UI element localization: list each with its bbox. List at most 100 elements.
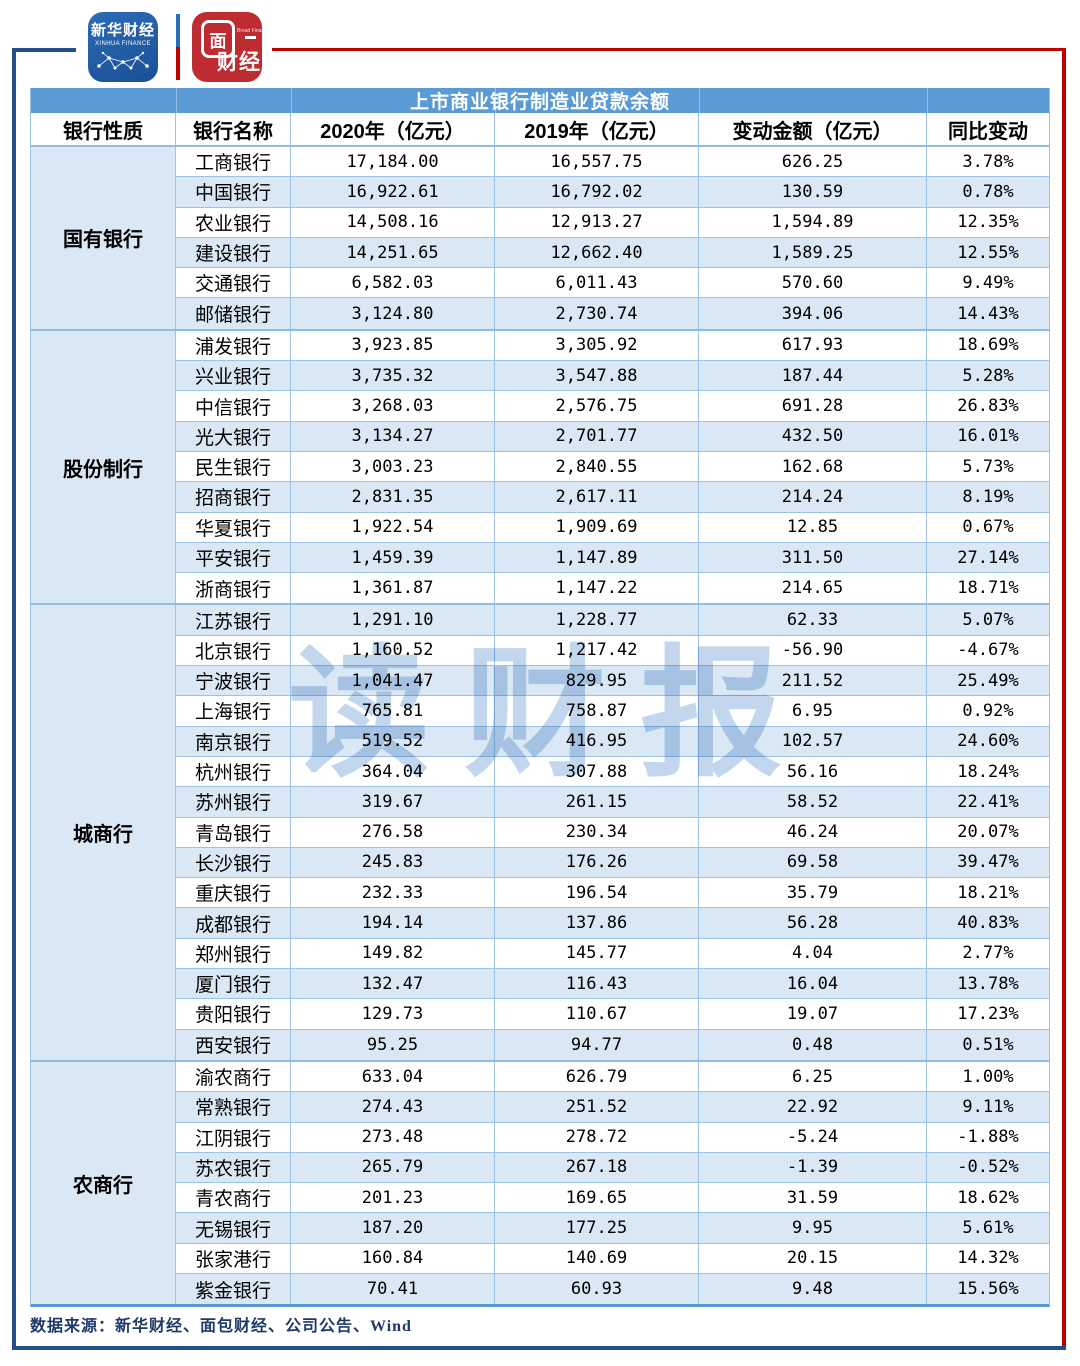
yoy-change-cell: 25.49%	[957, 670, 1019, 691]
bank-row: 浦发银行 3,923.85 3,305.92 617.93 18.69%	[176, 330, 1049, 362]
value-2019-cell: 2,701.77	[495, 421, 699, 451]
change-amount-cell: 0.48	[699, 1029, 927, 1060]
value-2019-cell: 16,792.02	[495, 177, 699, 207]
bank-category-cell: 城商行	[31, 605, 176, 1060]
table-title: 上市商业银行制造业贷款余额	[409, 92, 670, 113]
bank-row: 厦门银行 132.47 116.43 16.04 13.78%	[176, 969, 1049, 1000]
bank-row: 江苏银行 1,291.10 1,228.77 62.33 5.07%	[176, 605, 1049, 636]
change-amount-cell: 1,589.25	[699, 237, 927, 268]
xinhua-finance-wordmark: 新华财经	[90, 22, 155, 39]
xinhua-finance-logo: 新华财经 XINHUA FINANCE	[88, 12, 158, 82]
bank-name-cell: 苏农银行	[176, 1152, 291, 1183]
value-2019-cell: 1,217.42	[495, 635, 699, 666]
frame-top-right-line	[272, 48, 1066, 51]
value-2020-cell: 160.84	[291, 1243, 495, 1273]
yoy-change-cell: 3.78%	[962, 151, 1014, 172]
change-amount-cell: 162.68	[699, 451, 927, 482]
bank-row: 光大银行 3,134.27 2,701.77 432.50 16.01%	[176, 421, 1049, 452]
value-2020-cell: 1,160.52	[291, 635, 495, 666]
value-2020-cell: 319.67	[291, 787, 495, 817]
value-2019-cell: 177.25	[495, 1213, 699, 1243]
yoy-change-cell: 5.07%	[962, 610, 1014, 631]
change-amount-cell: -56.90	[699, 635, 927, 666]
value-2019-cell: 829.95	[495, 666, 699, 696]
bank-name-cell: 常熟银行	[176, 1092, 291, 1122]
table-title-bar: 上市商业银行制造业贷款余额	[31, 88, 1049, 113]
bank-row: 招商银行 2,831.35 2,617.11 214.24 8.19%	[176, 482, 1049, 513]
value-2019-cell: 12,662.40	[495, 237, 699, 268]
bank-row: 贵阳银行 129.73 110.67 19.07 17.23%	[176, 999, 1049, 1030]
value-2019-cell: 1,909.69	[495, 512, 699, 542]
bank-row: 常熟银行 274.43 251.52 22.92 9.11%	[176, 1092, 1049, 1123]
change-amount-cell: 432.50	[699, 421, 927, 451]
bank-category-cell: 国有银行	[31, 147, 176, 329]
value-2019-cell: 110.67	[495, 999, 699, 1029]
value-2019-cell: 230.34	[495, 817, 699, 847]
bank-row: 南京银行 519.52 416.95 102.57 24.60%	[176, 726, 1049, 757]
yoy-change-cell: 0.51%	[962, 1034, 1014, 1055]
value-2020-cell: 3,003.23	[291, 451, 495, 482]
change-amount-cell: 6.95	[699, 696, 927, 726]
frame-bottom-line	[12, 1346, 1066, 1350]
bank-row: 长沙银行 245.83 176.26 69.58 39.47%	[176, 847, 1049, 879]
bank-name-cell: 民生银行	[176, 451, 291, 482]
data-source-note: 数据来源：新华财经、面包财经、公司公告、Wind	[30, 1318, 412, 1335]
value-2020-cell: 16,922.61	[291, 177, 495, 207]
yoy-change-cell: 2.77%	[962, 943, 1014, 964]
value-2020-cell: 274.43	[291, 1092, 495, 1122]
yoy-change-cell: 18.62%	[957, 1187, 1019, 1208]
bank-name-cell: 西安银行	[176, 1029, 291, 1060]
value-2020-cell: 245.83	[291, 847, 495, 878]
bank-group: 城商行 江苏银行 1,291.10 1,228.77 62.33 5.07% 北京银行 1,1…	[31, 605, 1049, 1062]
value-2019-cell: 2,730.74	[495, 298, 699, 329]
yoy-change-cell: -4.67%	[957, 640, 1019, 661]
value-2019-cell: 1,147.89	[495, 542, 699, 573]
value-2020-cell: 273.48	[291, 1122, 495, 1152]
value-2019-cell: 137.86	[495, 908, 699, 938]
bank-name-cell: 兴业银行	[176, 361, 291, 391]
bank-row: 江阴银行 273.48 278.72 -5.24 -1.88%	[176, 1122, 1049, 1153]
change-amount-cell: 626.25	[699, 147, 927, 177]
change-amount-cell: 16.04	[699, 969, 927, 999]
bread-finance-latin-label: Bread Finance	[237, 28, 270, 34]
value-2019-cell: 6,011.43	[495, 268, 699, 298]
bank-category-cell: 农商行	[31, 1061, 176, 1305]
value-2020-cell: 187.20	[291, 1213, 495, 1243]
yoy-change-cell: 18.69%	[957, 335, 1019, 356]
value-2019-cell: 60.93	[495, 1273, 699, 1305]
bank-group: 股份制行 浦发银行 3,923.85 3,305.92 617.93 18.69% 兴业银行…	[31, 330, 1049, 606]
value-2020-cell: 17,184.00	[291, 147, 495, 177]
value-2019-cell: 261.15	[495, 787, 699, 817]
change-amount-cell: 22.92	[699, 1092, 927, 1122]
bank-name-cell: 青农商行	[176, 1183, 291, 1213]
value-2020-cell: 6,582.03	[291, 268, 495, 298]
bread-finance-logo: 面 Bread Finance 财经	[192, 12, 270, 82]
bank-name-cell: 苏州银行	[176, 787, 291, 817]
value-2019-cell: 94.77	[495, 1029, 699, 1060]
value-2019-cell: 278.72	[495, 1122, 699, 1152]
yoy-change-cell: 0.92%	[962, 700, 1014, 721]
bank-category-cell: 股份制行	[31, 330, 176, 604]
bank-name-cell: 长沙银行	[176, 847, 291, 878]
yoy-change-cell: 27.14%	[957, 547, 1019, 568]
yoy-change-cell: 18.21%	[957, 882, 1019, 903]
yoy-change-cell: -0.52%	[957, 1157, 1019, 1178]
bank-name-cell: 杭州银行	[176, 756, 291, 787]
bank-group: 国有银行 工商银行 17,184.00 16,557.75 626.25 3.78% 中国银…	[31, 147, 1049, 331]
bank-row: 紫金银行 70.41 60.93 9.48 15.56%	[176, 1273, 1049, 1305]
value-2019-cell: 3,547.88	[495, 361, 699, 391]
header-2019-balance: 2019年（亿元）	[495, 113, 699, 145]
value-2020-cell: 129.73	[291, 999, 495, 1029]
bank-row: 浙商银行 1,361.87 1,147.22 214.65 18.71%	[176, 573, 1049, 604]
value-2019-cell: 1,228.77	[495, 605, 699, 635]
bank-row: 农业银行 14,508.16 12,913.27 1,594.89 12.35%	[176, 207, 1049, 238]
change-amount-cell: 9.95	[699, 1213, 927, 1243]
bank-name-cell: 重庆银行	[176, 878, 291, 908]
yoy-change-cell: 15.56%	[957, 1279, 1019, 1300]
change-amount-cell: 691.28	[699, 391, 927, 421]
bank-row: 宁波银行 1,041.47 829.95 211.52 25.49%	[176, 666, 1049, 697]
bank-rows: 工商银行 17,184.00 16,557.75 626.25 3.78% 中国银行 16,…	[176, 147, 1049, 329]
yoy-change-cell: 1.00%	[962, 1066, 1014, 1087]
title-column-separator	[927, 88, 928, 113]
value-2020-cell: 95.25	[291, 1029, 495, 1060]
